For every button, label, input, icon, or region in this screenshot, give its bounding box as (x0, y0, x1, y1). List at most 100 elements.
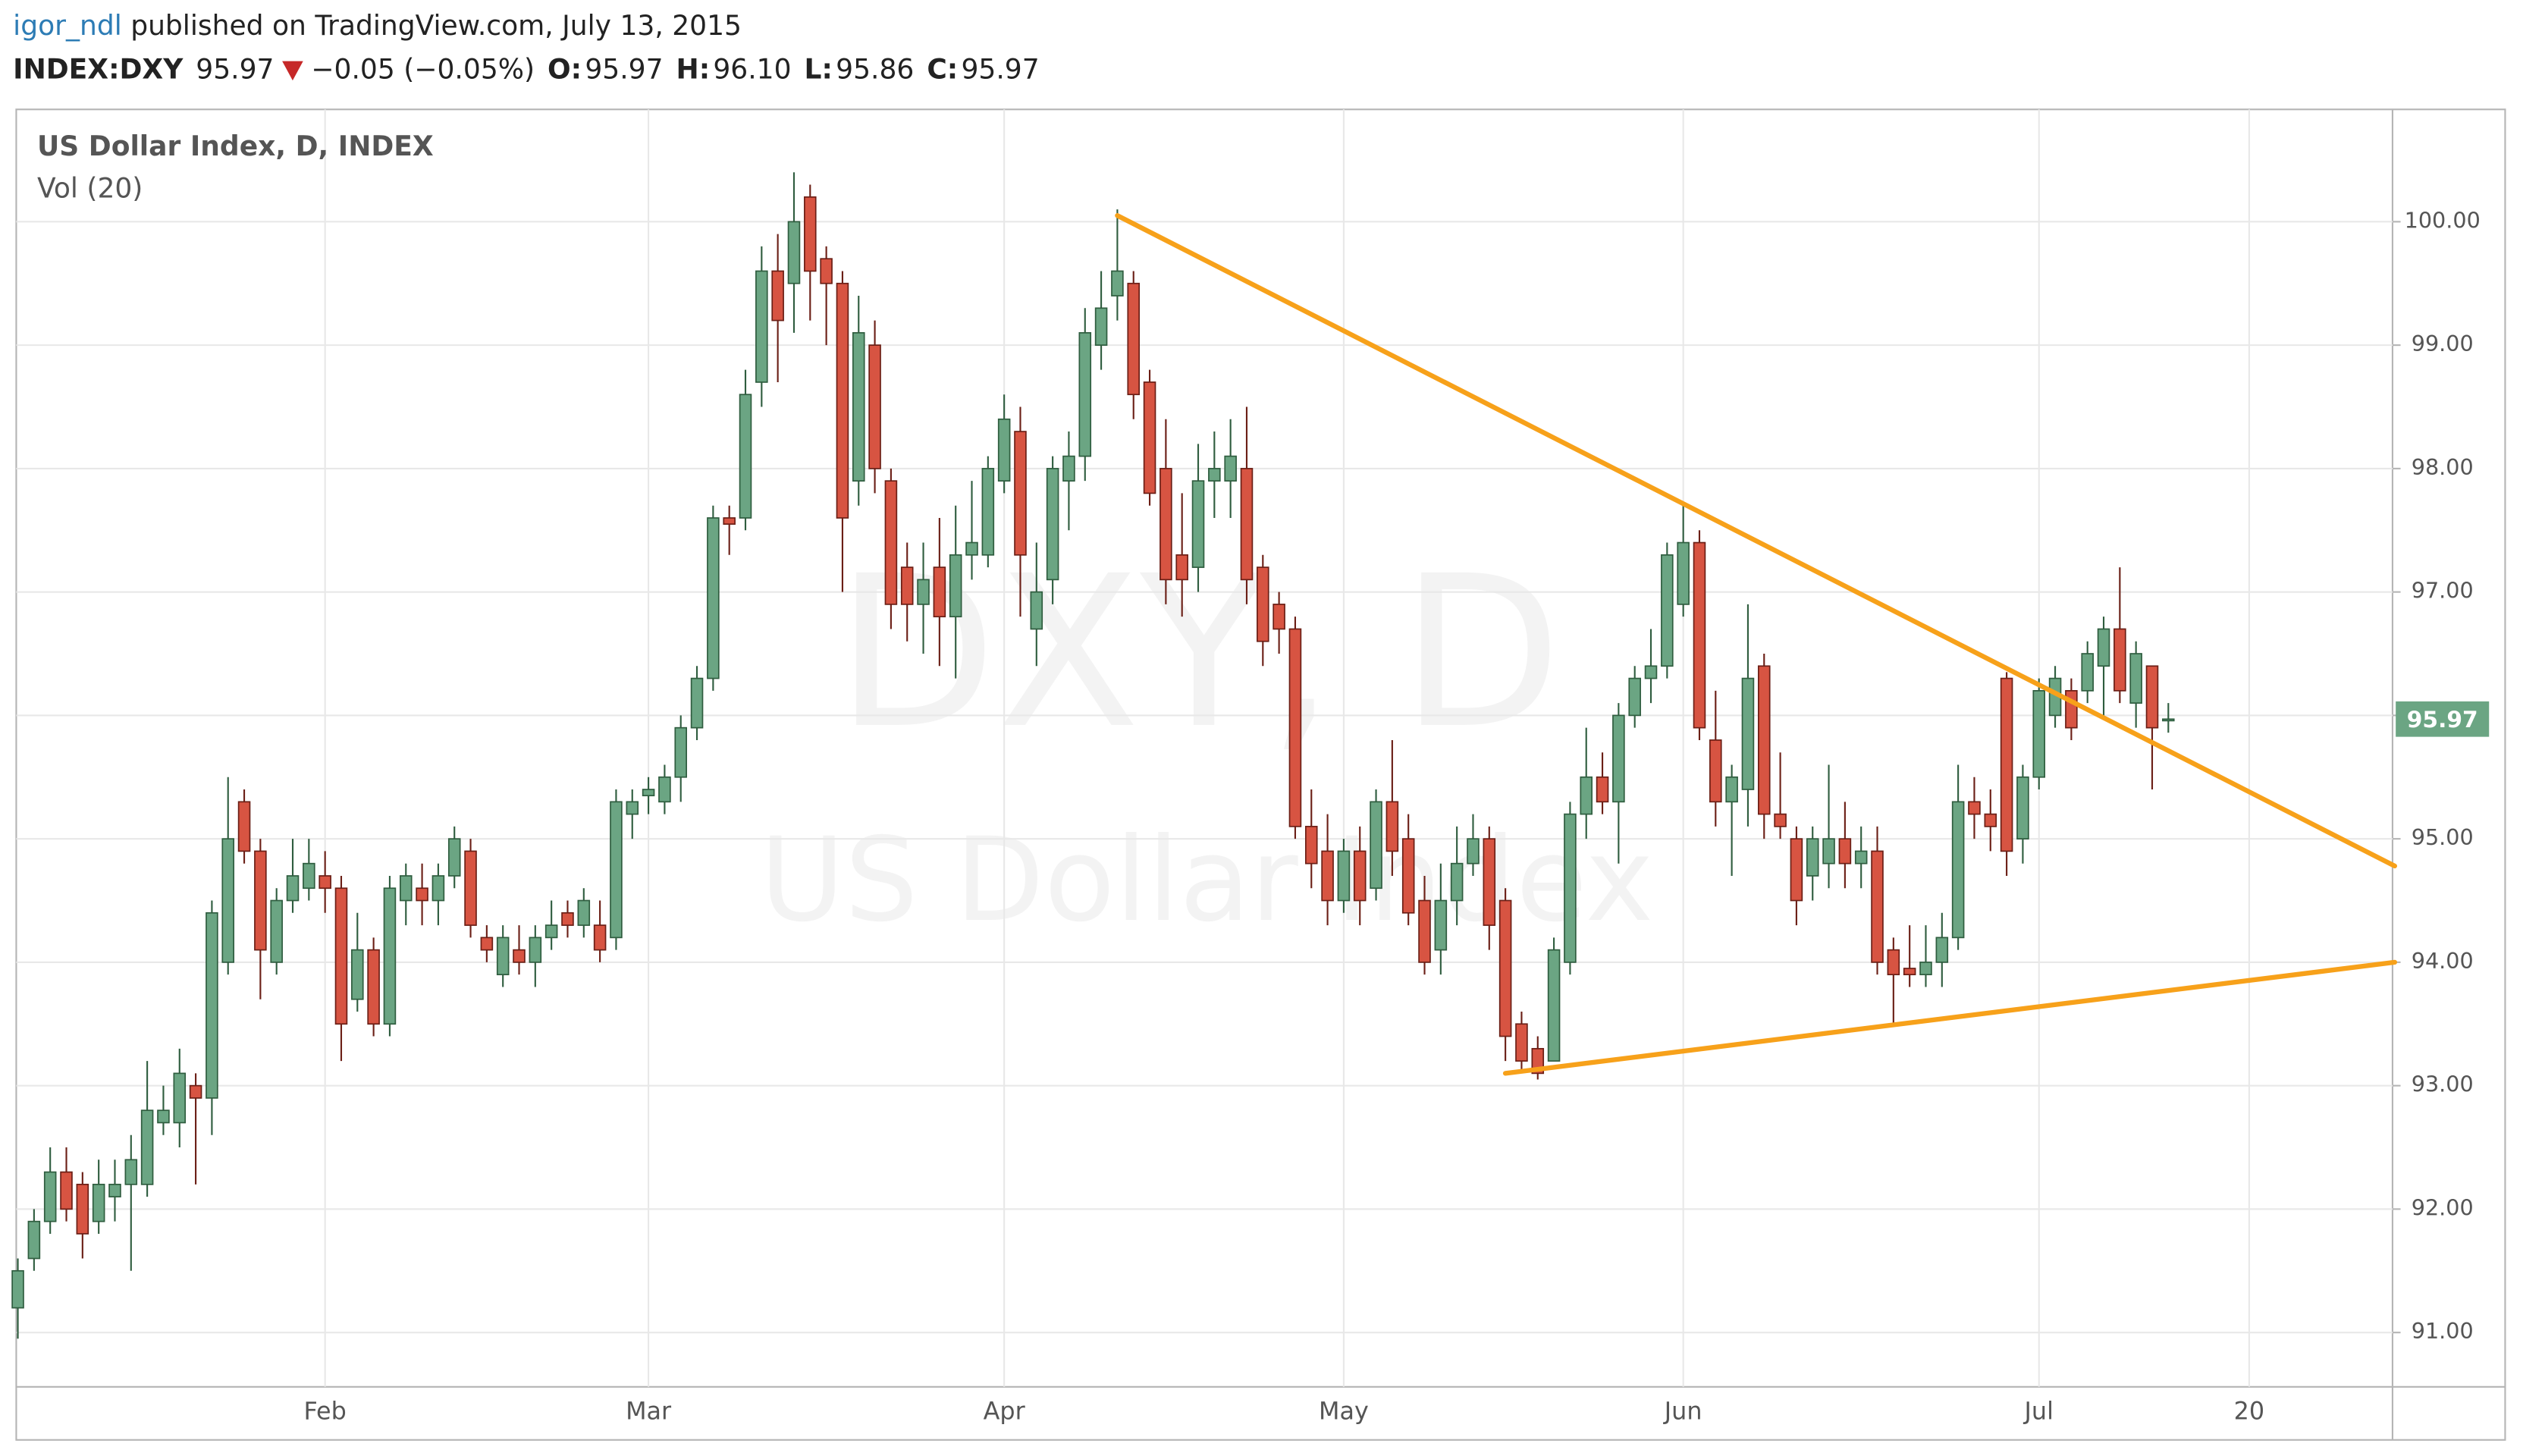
candle-body (1224, 455, 1237, 482)
publish-info: published on TradingView.com, July 13, 2… (130, 10, 742, 42)
candle-body (1321, 850, 1334, 902)
last-price-label: 95.97 (2407, 707, 2478, 733)
x-tick-label: 20 (2234, 1397, 2264, 1426)
candle-body (884, 480, 898, 605)
candle-body (1757, 665, 1771, 815)
ohlc-label: L: (805, 53, 833, 85)
candle-body (1838, 838, 1852, 864)
candle-body (43, 1171, 57, 1222)
candle-body (1288, 628, 1302, 827)
candle-body (254, 850, 267, 951)
candle-body (399, 875, 413, 902)
ohlc-label: H: (676, 53, 711, 85)
candle-body (593, 924, 607, 951)
candle-body (2000, 677, 2013, 852)
candle-body (1127, 282, 1141, 396)
candle-body (1644, 665, 1658, 679)
candle-body (1208, 468, 1221, 482)
candle-body (868, 344, 881, 469)
candle-body (108, 1184, 121, 1197)
author-link[interactable]: igor_ndl (13, 10, 122, 42)
trendline (1115, 213, 2397, 869)
candle-body (1014, 431, 1027, 556)
candle-body (1774, 813, 1787, 827)
candle-body (933, 566, 946, 618)
candle-body (2145, 665, 2159, 729)
candle-body (1612, 714, 1625, 803)
candle-body (1337, 850, 1351, 902)
candle-body (2032, 689, 2046, 778)
candle-body (1030, 591, 1043, 630)
candle-body (997, 418, 1011, 482)
candle-body (1353, 850, 1367, 902)
y-tick-label: 93.00 (2412, 1072, 2474, 1097)
candle-body (173, 1072, 187, 1124)
candle-body (1401, 838, 1415, 914)
ohlc-label: O: (548, 53, 582, 85)
candle-body (157, 1109, 170, 1124)
candle-body (2162, 718, 2175, 722)
candle-body (965, 541, 978, 556)
candle-body (270, 899, 283, 963)
candle-body (1450, 862, 1464, 902)
candle-body (334, 887, 348, 1025)
candle-body (1467, 838, 1480, 864)
legend-main: US Dollar Index, D, INDEX (37, 130, 434, 162)
candle-body (1046, 468, 1059, 581)
x-tick-label: May (1319, 1397, 1369, 1426)
candle-body (1661, 554, 1674, 667)
candle-body (529, 937, 542, 963)
candle-body (1628, 677, 1641, 717)
ohlc-value: 96.10 (713, 53, 791, 85)
candle-body (1483, 838, 1496, 926)
candle-body (787, 221, 801, 284)
candle-body (447, 838, 461, 877)
symbol: INDEX:DXY (13, 53, 184, 85)
candle-body (707, 517, 720, 679)
candle-body (690, 677, 704, 729)
x-tick-label: Mar (626, 1397, 672, 1426)
candle-body (1175, 554, 1188, 581)
candle-body (917, 579, 930, 605)
candle-body (367, 949, 380, 1025)
ohlc-value: 95.86 (836, 53, 914, 85)
candle-body (1725, 776, 1738, 803)
candle-body (1385, 801, 1399, 852)
candle-body (1272, 604, 1285, 630)
candle-body (1709, 739, 1722, 803)
candle-body (1871, 850, 1884, 963)
ohlc-value: 95.97 (961, 53, 1039, 85)
candle-body (431, 875, 445, 902)
x-tick-label: Feb (303, 1397, 346, 1426)
candle-body (2065, 689, 2078, 729)
candle-body (140, 1109, 154, 1185)
candle-body (351, 949, 364, 1000)
last-price: 95.97 (196, 53, 274, 85)
y-tick-label: 94.00 (2412, 948, 2474, 974)
candle-body (480, 937, 494, 951)
candle-body (561, 912, 574, 926)
candle-body (1677, 541, 1690, 605)
candle-body (513, 949, 526, 963)
candle-body (674, 726, 688, 778)
candle-body (1854, 850, 1868, 864)
ohlc-value: 95.97 (585, 53, 663, 85)
y-tick-label: 97.00 (2412, 578, 2474, 604)
candle-body (1498, 899, 1512, 1037)
candle-body (1935, 937, 1949, 963)
y-tick-label: 99.00 (2412, 331, 2474, 356)
candle-body (124, 1159, 138, 1185)
candle-body (1822, 838, 1835, 864)
candle-body (1418, 899, 1431, 963)
candle-body (286, 875, 300, 902)
candle-body (1547, 949, 1561, 1062)
candle-body (610, 801, 623, 939)
candle-body (1257, 566, 1269, 642)
candle-body (804, 196, 817, 272)
candle-body (237, 801, 251, 852)
candle-body (1693, 541, 1706, 729)
candle-body (949, 554, 962, 618)
candle-body (836, 282, 849, 519)
candle-body (416, 887, 428, 902)
